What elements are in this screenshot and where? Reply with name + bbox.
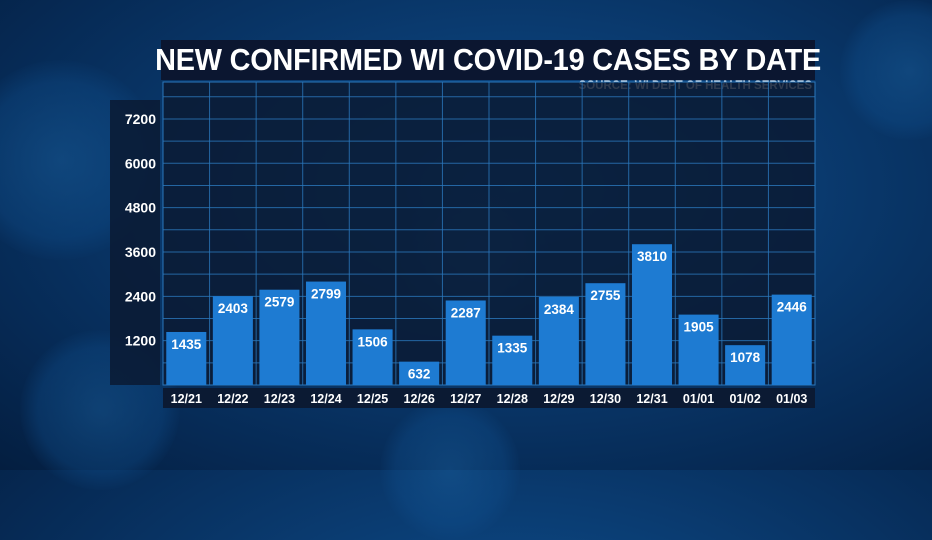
x-tick-label: 12/29 <box>543 392 574 406</box>
bar <box>492 335 533 385</box>
x-tick-label: 01/01 <box>683 392 714 406</box>
bar <box>259 289 300 385</box>
x-axis-label-strip <box>163 388 815 408</box>
bar-value-label: 2755 <box>590 288 621 303</box>
x-tick-label: 01/02 <box>730 392 761 406</box>
bar-value-label: 2384 <box>544 302 575 317</box>
bar <box>725 345 766 385</box>
x-tick-label: 12/25 <box>357 392 388 406</box>
bar-value-label: 2799 <box>311 287 341 302</box>
y-tick-label: 2400 <box>125 288 156 304</box>
y-tick-label: 4800 <box>125 200 156 216</box>
x-tick-label: 12/26 <box>404 392 435 406</box>
bar-value-label: 1506 <box>358 334 389 349</box>
bar-value-label: 2287 <box>451 305 481 320</box>
x-tick-label: 12/28 <box>497 392 528 406</box>
bar-value-label: 3810 <box>637 249 667 264</box>
x-tick-label: 12/24 <box>310 392 341 406</box>
x-tick-label: 12/22 <box>217 392 248 406</box>
x-tick-label: 12/30 <box>590 392 621 406</box>
bar <box>771 294 812 385</box>
chart-title: NEW CONFIRMED WI COVID-19 CASES BY DATE <box>154 42 822 77</box>
bar-value-label: 1335 <box>497 341 528 356</box>
bar-value-label: 2403 <box>218 301 249 316</box>
bar <box>212 296 253 385</box>
x-tick-label: 12/27 <box>450 392 481 406</box>
bar <box>585 283 626 385</box>
bar-value-label: 1078 <box>730 350 761 365</box>
y-tick-label: 7200 <box>125 111 156 127</box>
bar <box>538 296 579 385</box>
bar-value-label: 1435 <box>171 337 202 352</box>
bar <box>678 314 719 385</box>
x-tick-label: 12/31 <box>636 392 667 406</box>
bar-value-label: 632 <box>408 367 431 382</box>
x-tick-label: 01/03 <box>776 392 807 406</box>
y-tick-label: 6000 <box>125 155 156 171</box>
y-tick-label: 3600 <box>125 244 156 260</box>
y-tick-label: 1200 <box>125 333 156 349</box>
bar-chart: 1200 2400 3600 4800 6000 7200 1435 12/21 2403 12/… <box>110 81 816 408</box>
x-tick-label: 12/21 <box>171 392 202 406</box>
bar-value-label: 1905 <box>684 320 715 335</box>
bar <box>352 329 393 385</box>
chart-title-banner: NEW CONFIRMED WI COVID-19 CASES BY DATE <box>155 40 821 80</box>
plot-border <box>162 81 816 386</box>
bar-value-label: 2446 <box>777 300 808 315</box>
bar <box>445 300 486 385</box>
x-tick-label: 12/23 <box>264 392 295 406</box>
bar-value-label: 2579 <box>264 295 294 310</box>
bar <box>305 281 347 385</box>
y-axis-panel <box>110 100 160 385</box>
bar <box>166 331 207 385</box>
bar <box>631 244 673 385</box>
bar <box>399 361 440 385</box>
